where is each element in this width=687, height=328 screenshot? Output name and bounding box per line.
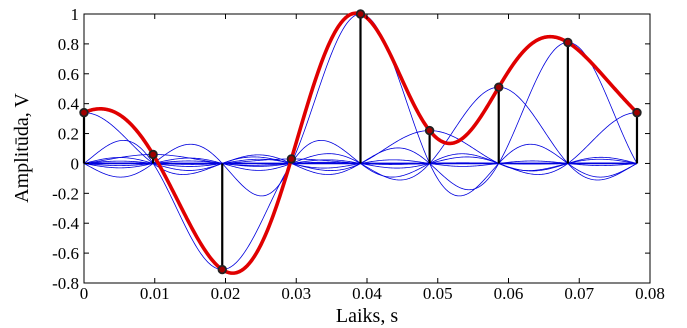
x-tick-label-6: 0.06 [494, 284, 524, 303]
x-tick-label-2: 0.02 [211, 284, 241, 303]
x-tick-label-0: 0 [80, 284, 89, 303]
plot-frame [83, 13, 651, 284]
x-axis-tick-labels: 0 0.01 0.02 0.03 0.04 0.05 0.06 0.07 0.08 [80, 284, 665, 303]
y-tick-label-2: -0.4 [52, 214, 79, 233]
y-tick-label-4: 0 [71, 154, 80, 173]
y-tick-label-0: -0.8 [52, 274, 79, 293]
x-tick-label-4: 0.04 [352, 284, 382, 303]
sample-marker-3 [286, 154, 297, 164]
y-tick-label-8: 0.8 [58, 35, 79, 54]
sample-marker-4 [355, 9, 366, 19]
x-tick-label-3: 0.03 [281, 284, 311, 303]
y-tick-label-3: -0.2 [52, 184, 79, 203]
sample-markers [79, 9, 642, 275]
x-tick-label-5: 0.05 [423, 284, 453, 303]
sample-stems [82, 14, 639, 270]
sample-marker-5 [424, 125, 435, 136]
x-tick-label-8: 0.08 [635, 284, 665, 303]
y-tick-label-5: 0.2 [58, 125, 79, 144]
sample-marker-7 [563, 37, 573, 48]
y-tick-label-1: -0.6 [52, 244, 79, 263]
y-tick-label-6: 0.4 [58, 95, 80, 114]
plot-area [83, 13, 651, 284]
sample-marker-0 [79, 107, 89, 118]
sample-marker-8 [632, 107, 642, 118]
x-axis-title: Laiks, s [336, 305, 398, 327]
sample-marker-1 [148, 149, 158, 160]
x-tick-label-7: 0.07 [564, 284, 594, 303]
y-tick-label-9: 1 [71, 5, 80, 24]
y-tick-label-7: 0.6 [58, 65, 79, 84]
axis-ticks [83, 13, 651, 284]
sample-marker-6 [494, 82, 504, 92]
y-axis-title: Amplitūda, V [11, 93, 33, 203]
x-tick-label-1: 0.01 [140, 284, 170, 303]
y-axis-tick-labels: -0.8 -0.6 -0.4 -0.2 0 0.2 0.4 0.6 0.8 1 [52, 5, 79, 293]
sample-marker-2 [217, 264, 227, 275]
